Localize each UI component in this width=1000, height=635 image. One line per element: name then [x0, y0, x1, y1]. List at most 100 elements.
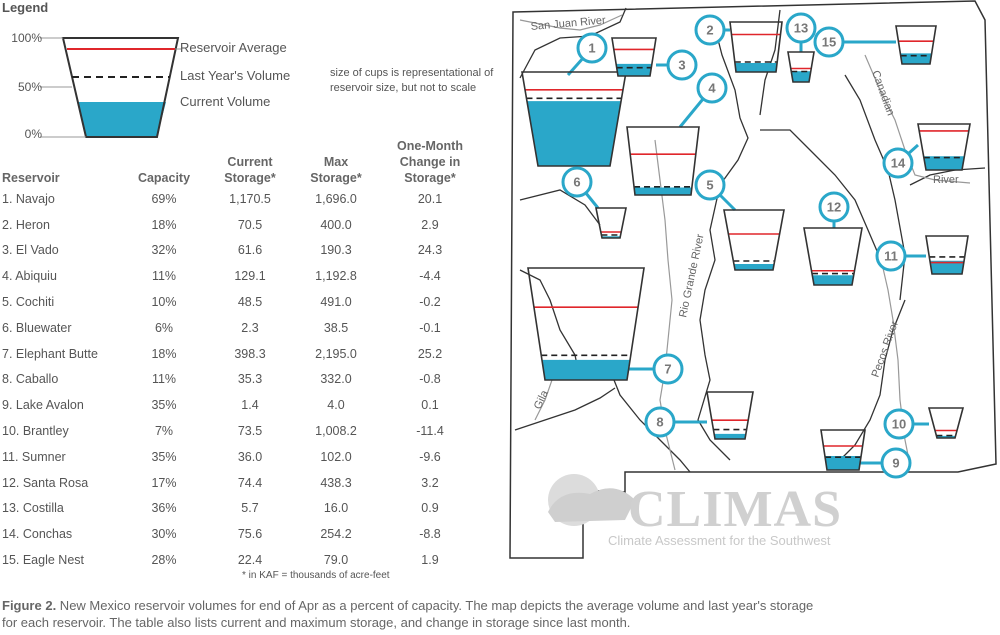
cell-current: 48.5	[237, 295, 263, 310]
table-row: 11. Sumner 35% 36.0 102.0 -9.6	[0, 444, 480, 470]
cell-change: 24.3	[417, 243, 443, 258]
cup-outline-15	[895, 25, 937, 65]
badge-circle-11	[875, 240, 907, 272]
figure-caption: Figure 2. New Mexico reservoir volumes f…	[2, 598, 814, 630]
cell-change: -9.6	[419, 449, 441, 464]
legend-pct-0: 0%	[24, 127, 42, 141]
cup-water-8	[714, 433, 746, 439]
cell-current: 398.3	[234, 346, 266, 361]
cell-change: -0.1	[419, 320, 441, 335]
cell-name: 1. Navajo	[2, 191, 55, 206]
cup-outline-9	[820, 429, 866, 471]
cell-name: 6. Bluewater	[2, 320, 72, 335]
cell-name: 14. Conchas	[2, 527, 73, 542]
table-row: 7. Elephant Butte 18% 398.3 2,195.0 25.2	[0, 341, 480, 367]
cup-outline-14	[917, 123, 971, 171]
badge-circle-8	[644, 406, 676, 438]
cell-current: 1.4	[241, 398, 259, 413]
badge-circle-5	[694, 169, 726, 201]
table-row: 14. Conchas 30% 75.6 254.2 -8.8	[0, 521, 480, 547]
cup-outline-4	[626, 126, 700, 196]
cell-max: 400.0	[320, 217, 352, 232]
legend-note: size of cups is representational of rese…	[330, 67, 494, 94]
cell-change: 25.2	[417, 346, 443, 361]
table-row: 13. Costilla 36% 5.7 16.0 0.9	[0, 496, 480, 522]
cell-name: 8. Caballo	[2, 372, 59, 387]
cell-capacity: 28%	[151, 553, 177, 568]
cell-change: 0.1	[421, 398, 439, 413]
badge-number-6: 6	[573, 175, 580, 190]
cell-name: 15. Eagle Nest	[2, 553, 84, 568]
cell-max: 491.0	[320, 295, 352, 310]
cell-capacity: 18%	[151, 346, 177, 361]
table-row: 5. Cochiti 10% 48.5 491.0 -0.2	[0, 289, 480, 315]
cup-outline-11	[925, 235, 969, 275]
cup-water-4	[634, 187, 692, 195]
cell-change: -0.8	[419, 372, 441, 387]
table-header-row: Reservoir Capacity Current Storage* Max St…	[0, 132, 480, 186]
header-change: One-Month Change in Storage*	[397, 139, 463, 185]
legend-pct-100: 100%	[11, 31, 42, 45]
badge-number-12: 12	[827, 200, 841, 215]
table-row: 8. Caballo 11% 35.3 332.0 -0.8	[0, 367, 480, 393]
legend-cup-water	[77, 102, 166, 137]
cell-max: 438.3	[320, 475, 352, 490]
cell-capacity: 11%	[151, 372, 177, 387]
badge-number-3: 3	[678, 58, 685, 73]
badge-circle-9	[880, 447, 912, 479]
cup-outline-12	[803, 227, 863, 286]
cell-change: -8.8	[419, 527, 441, 542]
cup-outline-2	[729, 21, 783, 73]
cell-max: 1,008.2	[315, 424, 357, 439]
header-capacity: Capacity	[137, 171, 191, 185]
cell-name: 13. Costilla	[2, 501, 64, 516]
table-row: 12. Santa Rosa 17% 74.4 438.3 3.2	[0, 470, 480, 496]
cell-current: 35.3	[237, 372, 263, 387]
cup-water-1	[526, 101, 622, 166]
badge-number-1: 1	[588, 41, 595, 56]
badge-circle-10	[883, 408, 915, 440]
climas-logo: CLIMAS Climate Assessment for the Southw…	[548, 474, 841, 548]
cell-change: -11.4	[416, 424, 444, 439]
climas-logo-subtitle: Climate Assessment for the Southwest	[608, 533, 831, 548]
badge-circle-3	[666, 49, 698, 81]
badge-circle-1	[576, 32, 608, 64]
cell-max: 254.2	[320, 527, 352, 542]
cell-change: -4.4	[419, 269, 441, 284]
badge-circle-14	[882, 147, 914, 179]
cell-name: 5. Cochiti	[2, 295, 55, 310]
cell-current: 70.5	[237, 217, 263, 232]
cell-max: 102.0	[320, 449, 352, 464]
cell-current: 74.4	[237, 475, 263, 490]
table-row: 15. Eagle Nest 28% 22.4 79.0 1.9	[0, 547, 480, 573]
cell-current: 1,170.5	[229, 191, 271, 206]
badge-number-9: 9	[892, 456, 899, 471]
badge-number-8: 8	[656, 415, 663, 430]
badge-circle-13	[785, 12, 817, 44]
cell-change: -0.2	[419, 295, 441, 310]
cell-capacity: 32%	[151, 243, 177, 258]
cell-capacity: 36%	[151, 501, 177, 516]
cell-capacity: 18%	[151, 217, 177, 232]
cell-capacity: 7%	[154, 424, 174, 439]
cup-outline-7	[527, 267, 645, 381]
cell-capacity: 30%	[151, 527, 177, 542]
legend-last-year: Last Year's Volume	[180, 68, 291, 83]
cell-name: 10. Brantley	[2, 424, 69, 439]
cup-water-3	[616, 63, 652, 76]
cell-max: 1,192.8	[315, 269, 357, 284]
badge-number-4: 4	[708, 81, 716, 96]
reservoir-table: Reservoir Capacity Current Storage* Max St…	[0, 132, 480, 573]
cell-current: 73.5	[237, 424, 263, 439]
table-row: 4. Abiquiu 11% 129.1 1,192.8 -4.4	[0, 263, 480, 289]
cell-name: 3. El Vado	[2, 243, 59, 258]
cup-water-5	[733, 264, 775, 270]
cup-water-11	[929, 260, 965, 274]
cell-name: 4. Abiquiu	[2, 269, 57, 284]
cup-outline-1	[521, 71, 627, 167]
cell-change: 1.9	[421, 553, 439, 568]
legend-cup-outline	[61, 37, 180, 138]
table-row: 1. Navajo 69% 1,170.5 1,696.0 20.1	[0, 186, 480, 212]
header-max: Max Storage*	[310, 155, 362, 185]
badge-number-13: 13	[794, 21, 808, 36]
